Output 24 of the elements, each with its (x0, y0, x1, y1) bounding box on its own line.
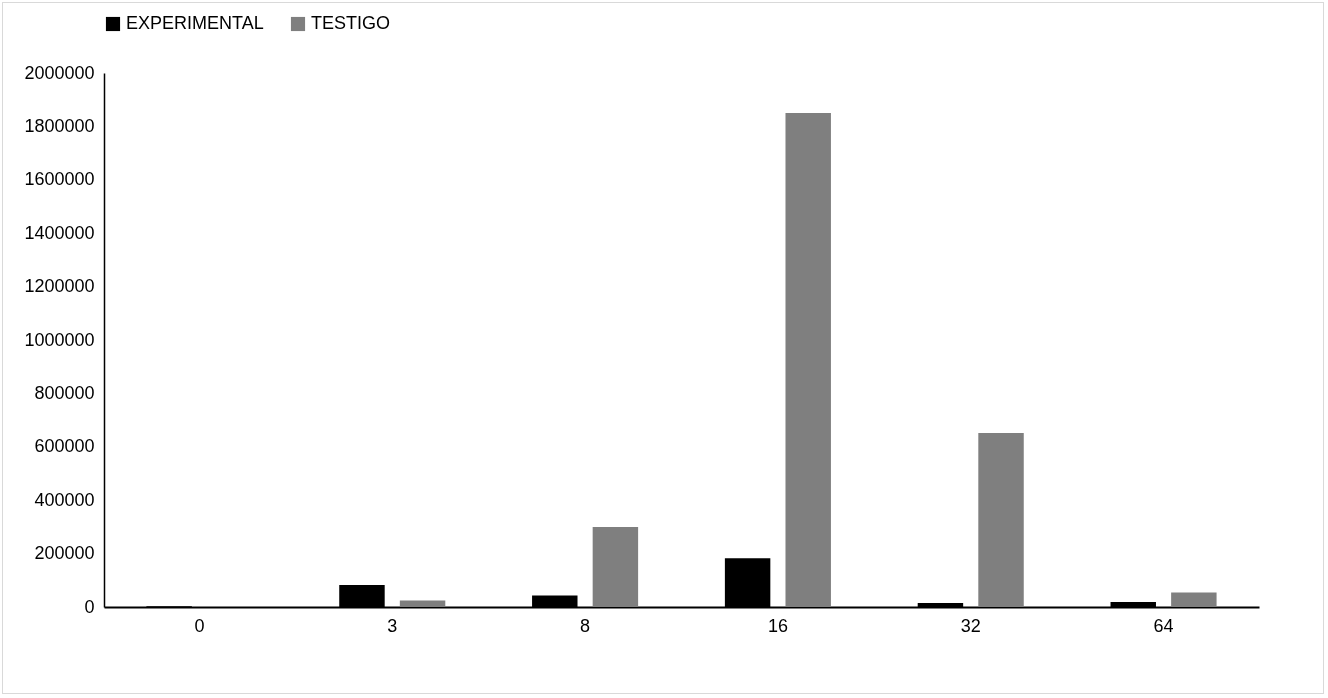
bar (399, 600, 446, 607)
y-tick-label: 1400000 (24, 222, 95, 243)
y-tick-label: 1800000 (24, 115, 95, 136)
legend-label: TESTIGO (311, 13, 391, 33)
bar (1171, 592, 1217, 607)
y-tick-label: 200000 (34, 543, 95, 564)
bar (978, 432, 1024, 607)
x-tick-label: 16 (767, 615, 788, 636)
y-tick-label: 600000 (34, 436, 95, 457)
y-tick-label: 2000000 (24, 62, 95, 83)
x-tick-label: 3 (387, 615, 398, 636)
y-tick-label: 800000 (34, 382, 95, 403)
bar (785, 113, 831, 607)
y-tick-label: 1600000 (24, 169, 95, 190)
x-tick-label: 8 (580, 615, 591, 636)
bar (592, 526, 639, 607)
y-tick-label: 1200000 (24, 276, 95, 297)
x-tick-label: 64 (1153, 615, 1174, 636)
y-tick-label: 1000000 (24, 329, 95, 350)
legend-label: EXPERIMENTAL (126, 13, 264, 33)
x-tick-label: 0 (194, 615, 205, 636)
x-tick-label: 32 (960, 615, 981, 636)
y-tick-label: 0 (84, 596, 95, 617)
y-tick-label: 400000 (34, 489, 95, 510)
